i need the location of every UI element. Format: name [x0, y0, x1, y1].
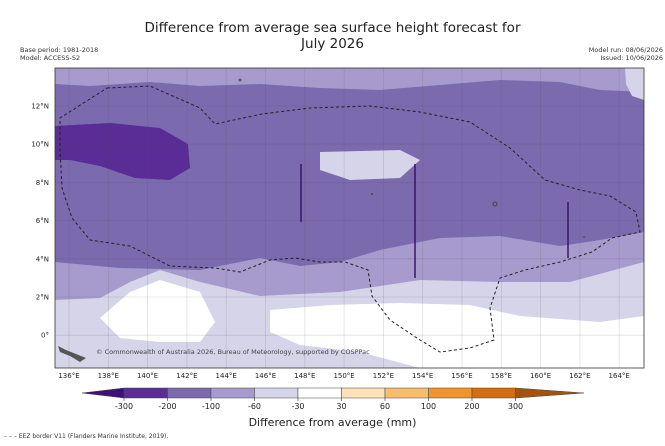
colorbar-bin: [341, 387, 386, 399]
lon-label: 162°E: [569, 372, 590, 380]
island: [583, 236, 585, 238]
model-run: Model run: 08/06/2026: [588, 46, 663, 54]
colorbar-tick-label: 300: [508, 402, 523, 411]
colorbar-bin: [384, 387, 429, 399]
islands: [58, 78, 585, 362]
colorbar-tick-label: -60: [248, 402, 261, 411]
lon-label: 150°E: [333, 372, 354, 380]
lon-label: 144°E: [216, 372, 237, 380]
map-field: [55, 68, 644, 368]
colorbar-tick-label: -100: [202, 402, 220, 411]
lon-label: 140°E: [137, 372, 158, 380]
lon-label: 138°E: [98, 372, 119, 380]
colorbar-bin: [123, 387, 168, 399]
eez-legend-dash: – – –: [4, 433, 17, 440]
model-name: Model: ACCESS-S2: [20, 54, 81, 62]
colorbar-bin: [428, 387, 473, 399]
lon-label: 154°E: [412, 372, 433, 380]
colorbar-tick-label: -200: [158, 402, 176, 411]
lon-label: 160°E: [530, 372, 551, 380]
colorbar-arrow-high: [515, 387, 585, 399]
eez-border: [59, 85, 641, 353]
lon-label: 146°E: [255, 372, 276, 380]
island: [370, 192, 374, 196]
lon-label: 148°E: [294, 372, 315, 380]
anomaly-band-m30-30-north: [320, 150, 420, 180]
anomaly-band-m100-m60-north: [55, 68, 644, 92]
anomaly-band-m30-30-south: [270, 303, 644, 368]
lat-label: 0°: [41, 332, 49, 340]
map-gridlines: [55, 68, 644, 368]
meta-right: Model run: 08/06/2026 Issued: 10/06/2026: [589, 46, 663, 62]
lon-label: 136°E: [58, 372, 79, 380]
meta-left: Base period: 1981-2018 Model: ACCESS-S2: [20, 46, 98, 62]
copyright-text: © Commonwealth of Australia 2026, Bureau…: [96, 348, 370, 356]
new-guinea-coast: [58, 346, 86, 362]
footnote-text: EEZ border V11 (Flanders Marine Institut…: [18, 433, 169, 440]
lat-label: 12°N: [31, 103, 49, 111]
map-title: Difference from average sea surface heig…: [0, 20, 665, 52]
colorbar-label: Difference from average (mm): [248, 416, 417, 429]
latitude-labels: 12°N 10°N 8°N 6°N 4°N 2°N 0°: [31, 103, 49, 340]
colorbar-tick-label: 60: [380, 402, 390, 411]
island: [492, 201, 498, 207]
lat-label: 4°N: [36, 255, 49, 263]
issued-date: Issued: 10/06/2026: [600, 54, 663, 62]
colorbar-tick-label: 100: [421, 402, 436, 411]
island: [238, 78, 242, 82]
lat-label: 6°N: [36, 217, 49, 225]
lat-label: 8°N: [36, 179, 49, 187]
lon-label: 142°E: [176, 372, 197, 380]
colorbar-bin: [167, 387, 212, 399]
lon-label: 156°E: [451, 372, 472, 380]
title-line-1: Difference from average sea surface heig…: [144, 20, 521, 36]
base-period: Base period: 1981-2018: [20, 46, 99, 54]
anomaly-band-m60-m30-east: [625, 68, 644, 100]
anomaly-band-m300-m200: [55, 123, 190, 180]
lon-label: 158°E: [491, 372, 512, 380]
title-line-2: July 2026: [301, 36, 364, 52]
trench-markers: [300, 164, 569, 278]
colorbar-arrow-low: [81, 387, 125, 399]
colorbar-tick-label: -300: [115, 402, 133, 411]
colorbar-bin: [297, 387, 342, 399]
colorbar-tick-label: 30: [336, 402, 346, 411]
anomaly-band-m30-30-west: [100, 280, 215, 342]
footnote: – – – EEZ border V11 (Flanders Marine In…: [4, 433, 168, 440]
lon-label: 152°E: [373, 372, 394, 380]
map-frame: [54, 67, 645, 369]
longitude-labels: 136°E 138°E 140°E 142°E 144°E 146°E 148°E 150°E…: [58, 372, 629, 380]
colorbar-tick-label: 200: [464, 402, 479, 411]
lat-label: 2°N: [36, 294, 49, 302]
lat-label: 10°N: [31, 141, 49, 149]
colorbar: -300 -200 -100 -60 -30 30 60 100 200 300: [81, 387, 585, 411]
lon-label: 164°E: [609, 372, 630, 380]
colorbar-bin: [254, 387, 299, 399]
colorbar-tick-label: -30: [291, 402, 304, 411]
colorbar-bin: [471, 387, 516, 399]
colorbar-bin: [210, 387, 255, 399]
